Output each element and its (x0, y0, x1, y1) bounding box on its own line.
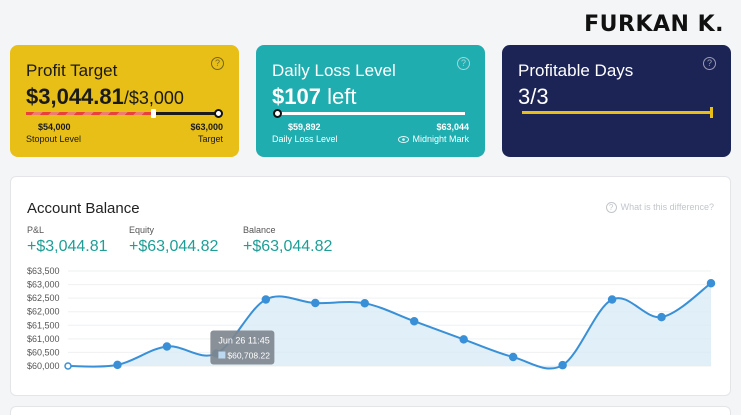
y-tick-label: $62,000 (27, 307, 60, 317)
midnight-value: $63,044 (436, 122, 469, 132)
profit-target-marker (214, 109, 223, 118)
profit-value: $3,044.81/$3,000 (26, 84, 184, 109)
data-point[interactable] (261, 295, 271, 304)
target-label: Target (197, 134, 223, 144)
card-title: Daily Loss Level (272, 61, 396, 80)
data-point[interactable] (508, 352, 518, 362)
loss-level-label: Daily Loss Level (272, 134, 338, 144)
data-point[interactable] (459, 335, 468, 344)
stopout-label: Stopout Level (26, 134, 82, 144)
profit-target-card: ? Profit Target $3,044.81/$3,000 $54,000… (10, 45, 239, 157)
stat-balance: Balance +$63,044.82 (243, 225, 333, 255)
y-tick-label: $61,000 (27, 334, 60, 344)
data-point[interactable] (607, 295, 617, 304)
card-title: Profitable Days (518, 61, 634, 80)
account-balance-panel: Account Balance ? What is this difference… (10, 176, 731, 396)
loss-progress-track (276, 112, 465, 115)
midnight-label: Midnight Mark (398, 134, 469, 144)
data-point[interactable] (706, 278, 716, 288)
loss-level-value: $59,892 (288, 122, 321, 132)
help-icon[interactable]: ? (457, 57, 470, 70)
loss-value: $107 left (272, 84, 357, 109)
profit-progress-fill (26, 112, 154, 115)
chart-tooltip: Jun 26 11:45 $60,708.22 (210, 330, 275, 365)
profit-target: /$3,000 (123, 88, 184, 108)
data-point[interactable] (162, 342, 172, 351)
y-tick-label: $61,500 (27, 320, 60, 330)
days-progress-fill (522, 111, 712, 114)
y-tick-label: $60,500 (27, 347, 60, 357)
data-point[interactable] (113, 360, 122, 370)
brand-logo: FURKAN K. (584, 12, 724, 37)
y-tick-label: $62,500 (27, 293, 60, 303)
days-progress-end (710, 107, 713, 118)
stat-pnl: P&L +$3,044.81 (27, 225, 108, 255)
data-point[interactable] (558, 360, 567, 370)
help-icon[interactable]: ? (211, 57, 224, 70)
stopout-value: $54,000 (38, 122, 71, 132)
target-value: $63,000 (190, 122, 223, 132)
balance-area (68, 283, 711, 369)
panel-title: Account Balance (27, 200, 140, 217)
help-icon[interactable]: ? (703, 57, 716, 70)
days-value: 3/3 (518, 84, 549, 109)
profit-current-marker (151, 109, 156, 118)
tooltip-date: Jun 26 11:45 (218, 336, 269, 346)
difference-help-link[interactable]: ? What is this difference? (605, 202, 714, 213)
loss-level-marker (273, 109, 282, 118)
data-point[interactable] (657, 312, 666, 322)
stat-equity: Equity +$63,044.82 (129, 225, 219, 255)
next-panel (10, 406, 731, 415)
tooltip-swatch (218, 351, 226, 359)
question-icon: ? (605, 202, 617, 213)
y-tick-label: $60,000 (27, 361, 60, 371)
y-tick-label: $63,000 (27, 280, 60, 290)
balance-chart[interactable]: $63,500 $63,000 $62,500 $62,000 $61,500 $61,0… (11, 265, 730, 390)
daily-loss-card: ? Daily Loss Level $107 left $59,892 Dai… (256, 45, 485, 157)
profitable-days-card: ? Profitable Days 3/3 (502, 45, 731, 157)
eye-icon[interactable] (398, 136, 410, 143)
y-tick-label: $63,500 (27, 266, 60, 276)
tooltip-value: $60,708.22 (227, 351, 270, 361)
data-point[interactable] (64, 362, 72, 370)
data-point[interactable] (360, 299, 370, 308)
data-point[interactable] (311, 298, 320, 308)
data-point[interactable] (409, 316, 419, 326)
card-title: Profit Target (26, 61, 118, 80)
